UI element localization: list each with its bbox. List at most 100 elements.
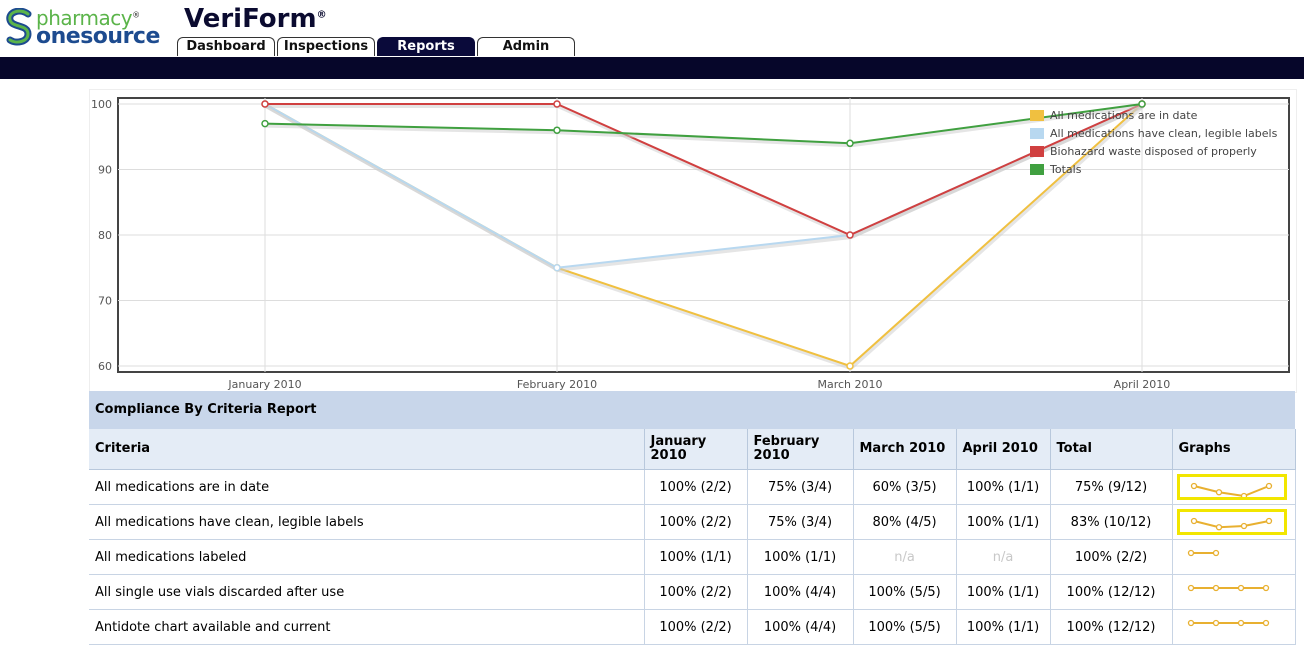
sparkline: [1193, 520, 1269, 529]
value-cell: 100% (1/1): [644, 539, 748, 575]
value-cell: 80% (4/5): [853, 504, 957, 540]
value-cell: 100% (4/4): [747, 574, 854, 610]
value-cell: 100% (2/2): [644, 469, 748, 505]
main-tabs: Dashboard Inspections Reports Admin: [177, 37, 575, 57]
col-header-graphs: Graphs: [1172, 429, 1296, 470]
y-tick-label: 80: [98, 229, 112, 242]
sparkline-point: [1237, 619, 1244, 627]
logo-text-pharmacy: pharmacy®: [36, 6, 140, 30]
logo-text-onesource: onesource: [36, 24, 160, 49]
table-row: All medications are in date 100% (2/2) 75%…: [89, 469, 1296, 505]
tab-admin[interactable]: Admin: [477, 37, 575, 56]
value-cell: 83% (10/12): [1050, 504, 1173, 540]
table-row: Antidote chart available and current 100%…: [89, 609, 1296, 645]
graph-cell: [1172, 539, 1296, 575]
value-cell: 100% (2/2): [644, 609, 748, 645]
data-point: [846, 362, 854, 370]
criteria-cell: All single use vials discarded after use: [89, 574, 645, 610]
col-header-april[interactable]: April 2010: [956, 429, 1051, 470]
graph-cell: [1172, 574, 1296, 610]
sparkline-point: [1190, 517, 1197, 525]
sparkline-point: [1262, 619, 1269, 627]
logo-s-icon: [6, 8, 32, 46]
value-cell: 100% (5/5): [853, 574, 957, 610]
data-point: [261, 100, 269, 108]
series-shadow: [266, 104, 1144, 240]
sparkline-graph[interactable]: [1177, 544, 1287, 570]
tab-dashboard[interactable]: Dashboard: [177, 37, 275, 56]
data-point: [553, 126, 561, 134]
legend-swatch: [1030, 127, 1044, 139]
value-cell: 100% (5/5): [853, 609, 957, 645]
col-header-february[interactable]: February 2010: [747, 429, 854, 470]
col-header-total[interactable]: Total: [1050, 429, 1173, 470]
x-tick-label: February 2010: [517, 378, 597, 391]
criteria-cell: All medications have clean, legible labe…: [89, 504, 645, 540]
y-tick-label: 100: [91, 98, 112, 111]
value-cell: n/a: [853, 539, 957, 575]
chart-legend: All medications are in date All medicatio…: [1030, 106, 1290, 178]
sparkline-graph[interactable]: [1177, 614, 1287, 640]
sparkline-graph[interactable]: [1176, 509, 1287, 535]
series-shadow: [265, 104, 1144, 148]
data-point: [1138, 100, 1146, 108]
value-cell: 100% (1/1): [956, 504, 1051, 540]
value-cell: 60% (3/5): [853, 469, 957, 505]
sparkline-point: [1240, 522, 1247, 530]
legend-swatch: [1030, 163, 1044, 175]
x-tick-label: April 2010: [1114, 378, 1171, 391]
x-tick-label: January 2010: [227, 378, 301, 391]
graph-cell: [1172, 609, 1296, 645]
legend-label: All medications have clean, legible labe…: [1050, 126, 1278, 140]
data-point: [553, 264, 561, 272]
sparkline-point: [1215, 524, 1222, 531]
y-tick-label: 70: [98, 295, 112, 308]
data-point: [553, 100, 561, 108]
table-row: All single use vials discarded after use…: [89, 574, 1296, 610]
report-table: Criteria January 2010 February 2010 Marc…: [89, 429, 1296, 645]
table-row: All medications labeled 100% (1/1) 100% (1…: [89, 539, 1296, 575]
criteria-cell: All medications are in date: [89, 469, 645, 505]
sparkline-point: [1237, 584, 1244, 592]
legend-swatch: [1030, 145, 1044, 157]
series-line-3: [265, 103, 1143, 237]
sparkline-point: [1265, 482, 1272, 490]
graph-cell: [1172, 469, 1296, 505]
value-cell: 75% (9/12): [1050, 469, 1173, 505]
col-header-criteria[interactable]: Criteria: [89, 429, 645, 470]
y-tick-label: 90: [98, 164, 112, 177]
value-cell: 75% (3/4): [747, 469, 854, 505]
legend-item: All medications have clean, legible labe…: [1030, 124, 1290, 142]
value-cell: 100% (2/2): [1050, 539, 1173, 575]
value-cell: n/a: [956, 539, 1051, 575]
chart-canvas: 60 70 80 90 100 January 2010 February 2010 Marc…: [91, 97, 1290, 391]
sparkline: [1193, 485, 1269, 497]
sparkline-point: [1187, 584, 1194, 592]
tab-inspections[interactable]: Inspections: [277, 37, 375, 56]
value-cell: 75% (3/4): [747, 504, 854, 540]
sparkline-point: [1187, 619, 1194, 627]
legend-item: All medications are in date: [1030, 106, 1290, 124]
legend-label: Biohazard waste disposed of properly: [1050, 144, 1257, 158]
pharmacy-onesource-logo[interactable]: pharmacy® onesource: [4, 4, 160, 49]
sparkline-point: [1190, 482, 1197, 490]
graph-cell: [1172, 504, 1296, 540]
value-cell: 100% (1/1): [956, 574, 1051, 610]
table-header-row: Criteria January 2010 February 2010 Marc…: [89, 429, 1296, 470]
value-cell: 100% (12/12): [1050, 609, 1173, 645]
series-line-4: [264, 103, 1143, 145]
x-tick-label: March 2010: [817, 378, 882, 391]
value-cell: 100% (2/2): [644, 504, 748, 540]
table-row: All medications have clean, legible labe…: [89, 504, 1296, 540]
legend-label: Totals: [1050, 162, 1082, 176]
sparkline-point: [1212, 619, 1219, 627]
data-point: [261, 119, 269, 128]
value-cell: 100% (2/2): [644, 574, 748, 610]
sparkline-graph[interactable]: [1177, 579, 1287, 605]
report-title: Compliance By Criteria Report: [89, 391, 1295, 429]
tab-reports[interactable]: Reports: [377, 37, 475, 56]
col-header-march[interactable]: March 2010: [853, 429, 957, 470]
col-header-january[interactable]: January 2010: [644, 429, 748, 470]
sparkline-point: [1215, 489, 1222, 496]
sparkline-graph[interactable]: [1176, 474, 1287, 500]
